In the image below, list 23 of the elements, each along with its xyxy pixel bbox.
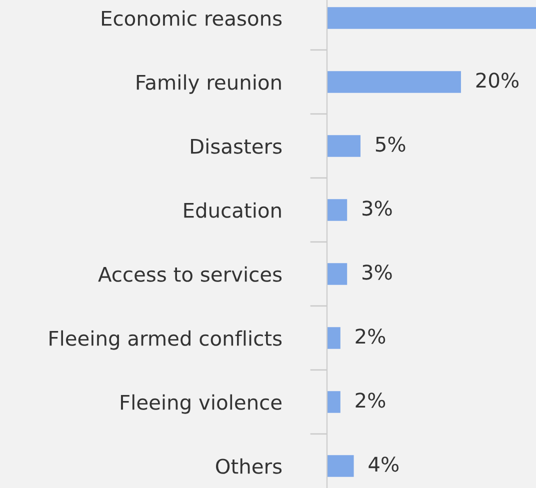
data-label: 2% xyxy=(356,328,386,344)
bar xyxy=(327,391,340,413)
data-label: 20% xyxy=(476,72,519,88)
y-tick-label: Fleeing armed conflicts xyxy=(50,330,282,350)
data-label: 2% xyxy=(356,392,386,408)
y-tick-label: Others xyxy=(216,458,282,474)
y-tick-label: Economic reasons xyxy=(102,10,282,26)
bar xyxy=(327,135,360,157)
data-label: 5% xyxy=(376,136,406,152)
y-tick-label: Education xyxy=(184,202,281,218)
bar xyxy=(327,455,354,477)
data-label: 3% xyxy=(362,264,392,280)
y-tick-label: Disasters xyxy=(191,138,282,154)
bar xyxy=(327,7,536,29)
y-tick-label: Access to services xyxy=(98,266,282,282)
bar xyxy=(327,327,340,349)
data-label: 3% xyxy=(362,200,392,216)
bar xyxy=(327,71,461,93)
y-tick-label: Family reunion xyxy=(136,74,281,94)
y-tick-label: Fleeing violence xyxy=(120,394,282,414)
bar xyxy=(327,199,348,221)
bar xyxy=(327,263,348,285)
data-label: 4% xyxy=(368,456,399,472)
